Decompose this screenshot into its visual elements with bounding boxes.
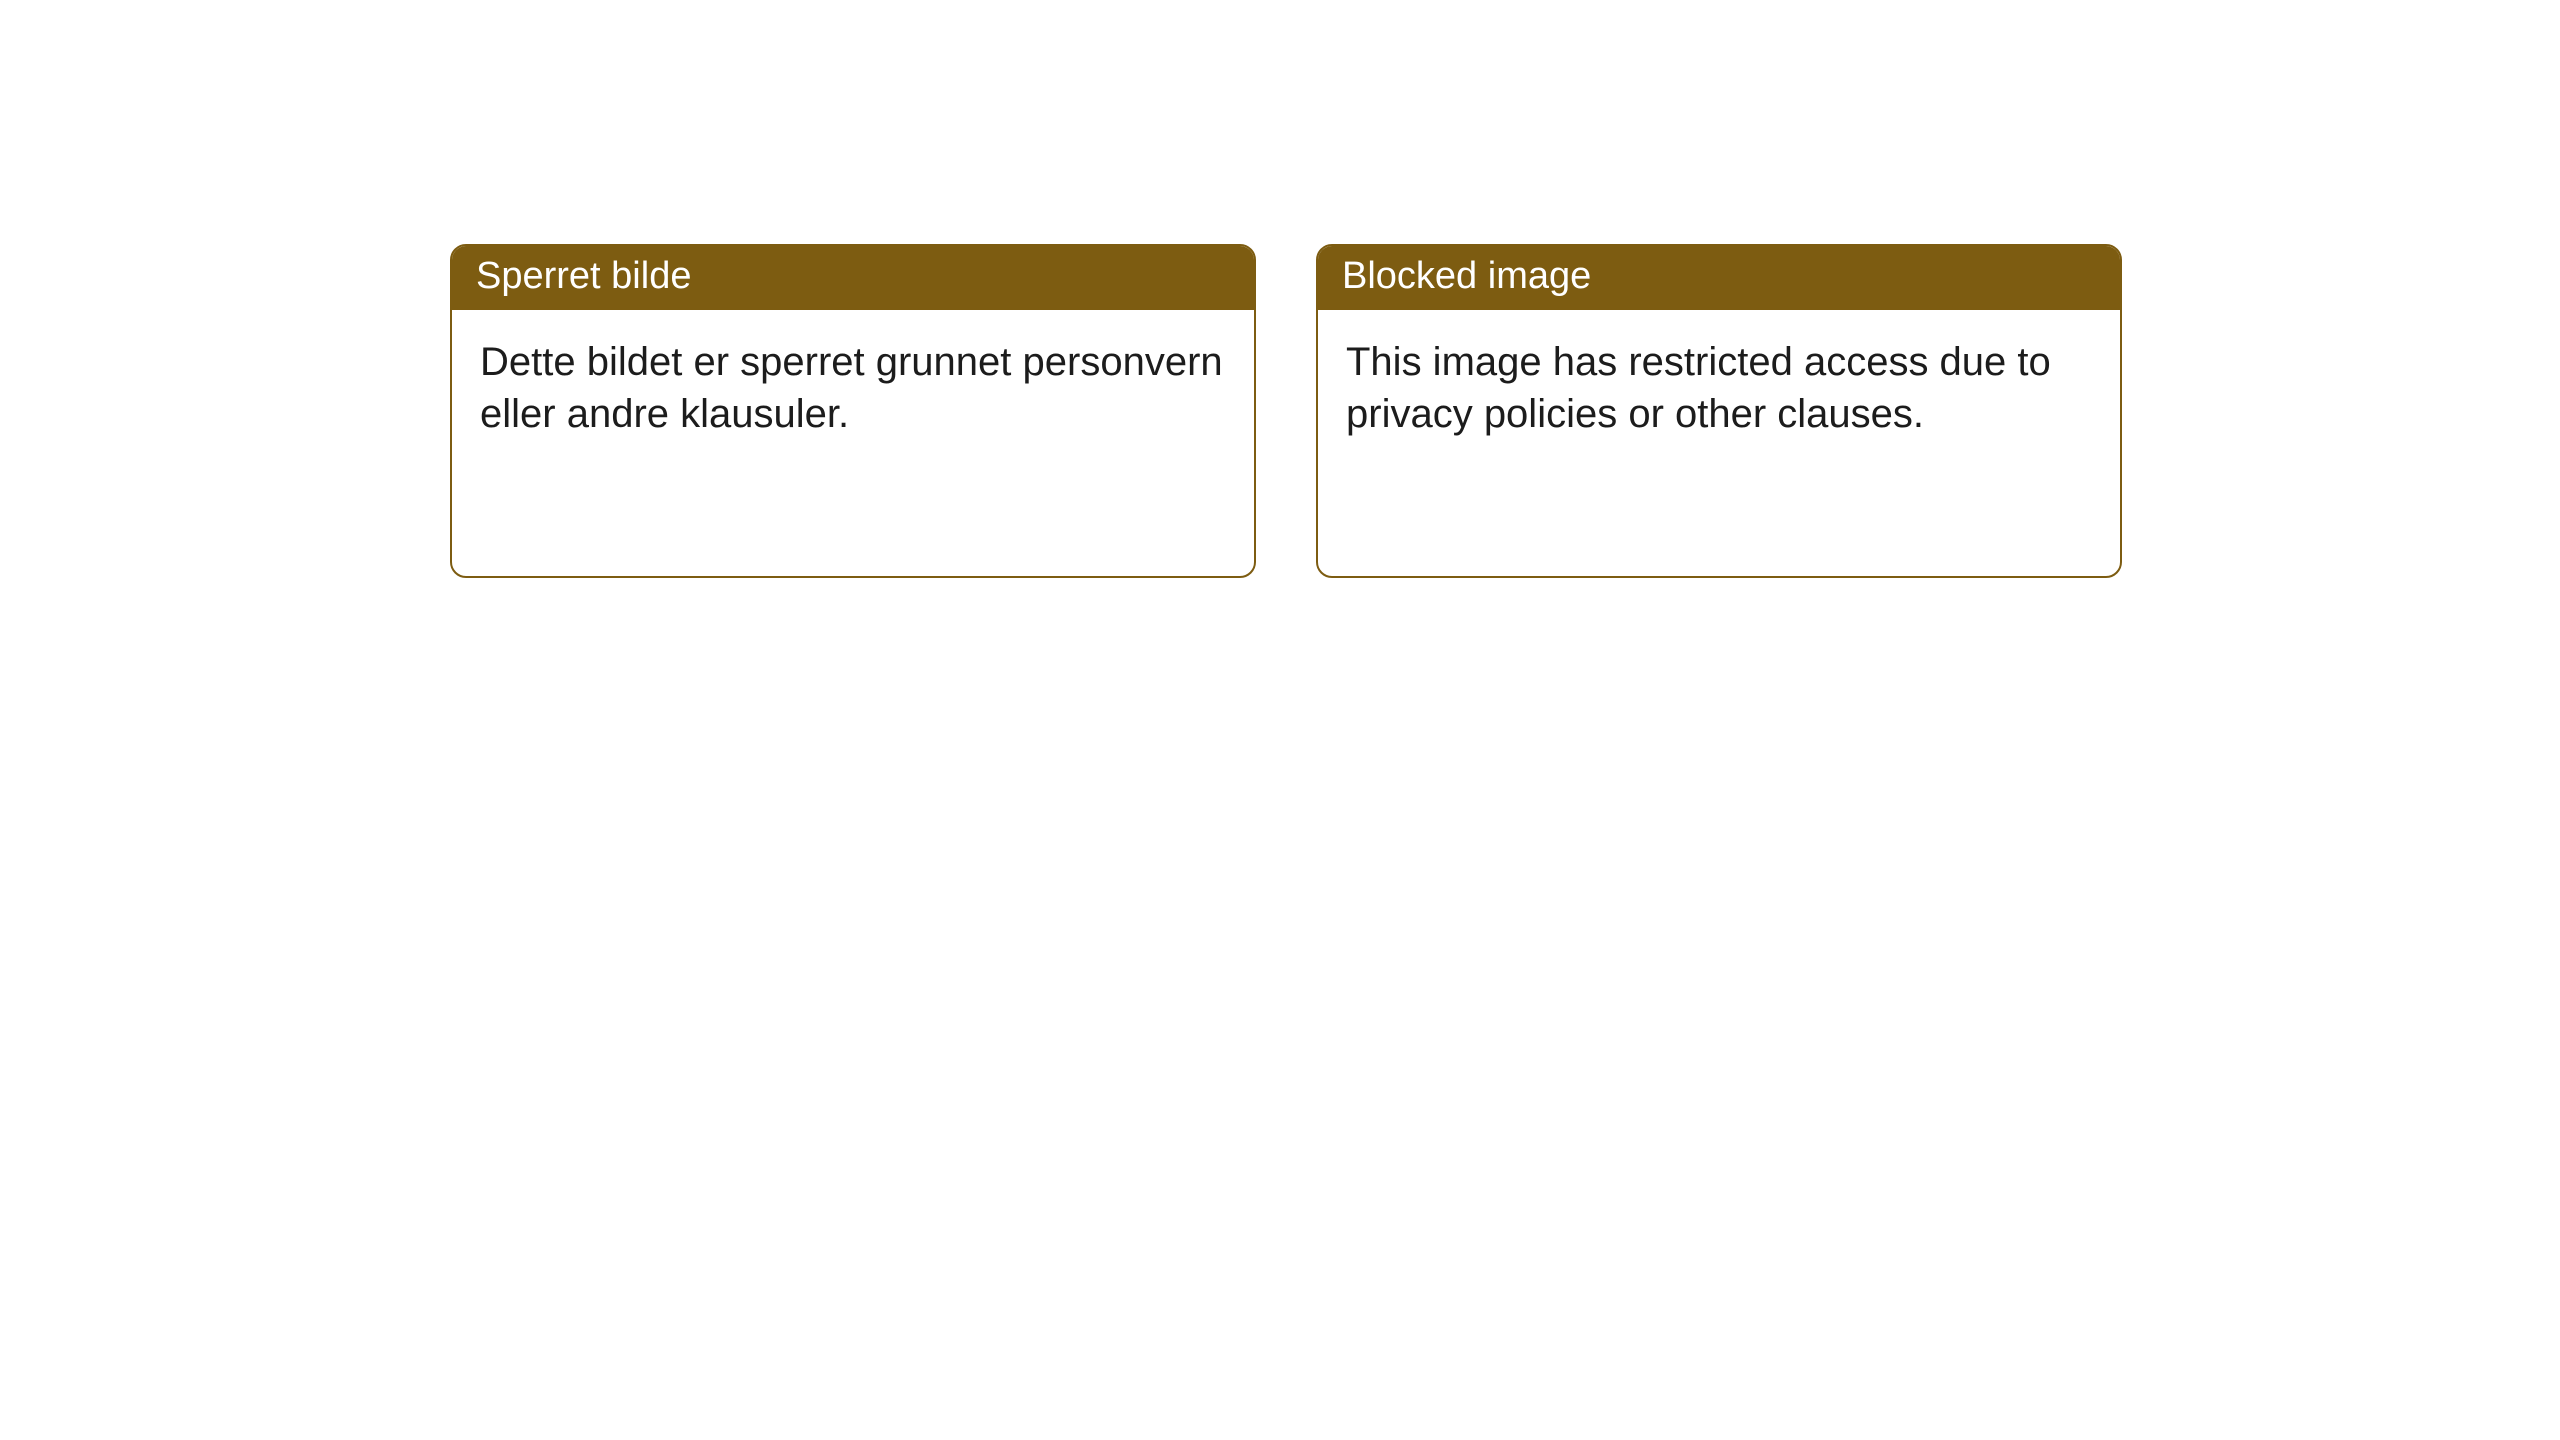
notice-card-english: Blocked image This image has restricted … [1316,244,2122,578]
card-body-norwegian: Dette bildet er sperret grunnet personve… [452,310,1254,466]
card-title-norwegian: Sperret bilde [452,246,1254,310]
notice-row: Sperret bilde Dette bildet er sperret gr… [450,244,2122,578]
card-title-english: Blocked image [1318,246,2120,310]
notice-card-norwegian: Sperret bilde Dette bildet er sperret gr… [450,244,1256,578]
card-body-english: This image has restricted access due to … [1318,310,2120,466]
